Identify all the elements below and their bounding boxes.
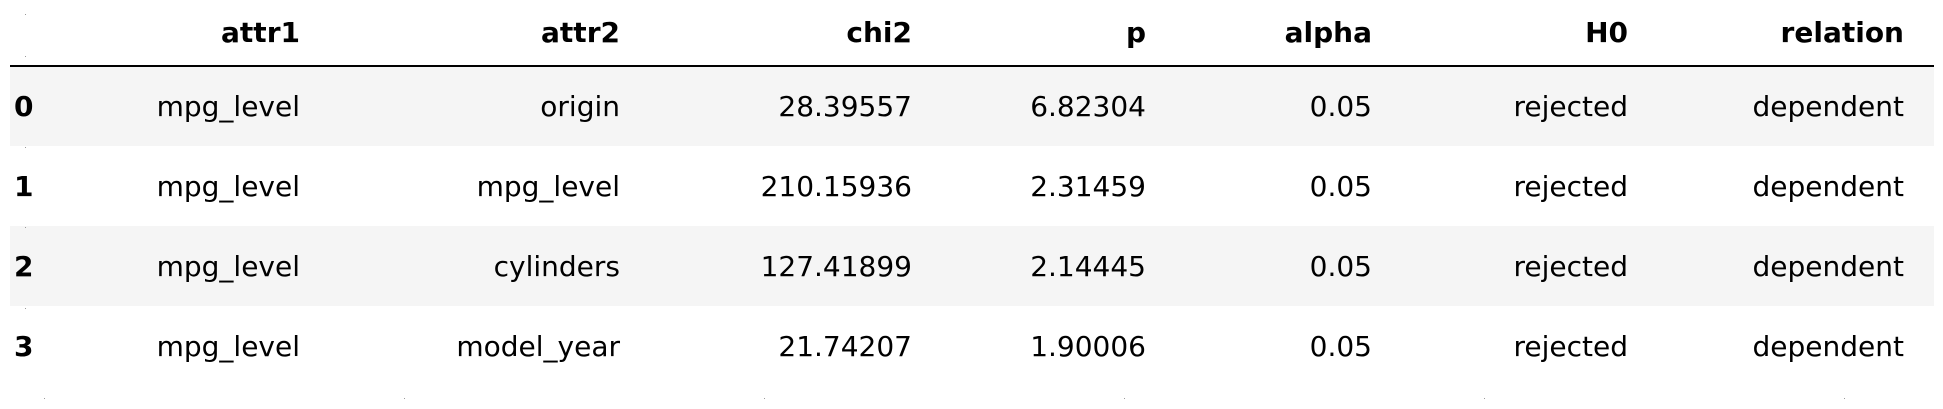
cell-p: 2.14445 (1030, 249, 1146, 283)
artifact-dot (25, 14, 26, 15)
column-header-attr1: attr1 (90, 0, 330, 67)
artifact-dot (1484, 398, 1485, 399)
table-body: 0 mpg_level origin 28.39557 6.82304 0.05… (10, 66, 1934, 386)
cell-alpha: 0.05 (1309, 249, 1372, 283)
table-row: 1 mpg_level mpg_level 210.15936 2.31459 … (10, 146, 1934, 226)
column-header-attr2: attr2 (330, 0, 650, 67)
cell-attr2: cylinders (493, 249, 620, 283)
artifact-dot (44, 398, 45, 399)
cell-h0: rejected (1513, 249, 1628, 283)
table-row: 2 mpg_level cylinders 127.41899 2.14445 … (10, 226, 1934, 306)
row-index: 2 (14, 249, 34, 283)
artifact-dot (1124, 398, 1125, 399)
cell-p: 1.90006 (1030, 329, 1146, 363)
cell-chi2: 127.41899 (760, 249, 912, 283)
cell-attr2: mpg_level (476, 169, 620, 203)
cell-attr2: model_year (456, 329, 620, 363)
index-header (10, 0, 90, 67)
column-header-relation: relation (1658, 0, 1934, 67)
table-row: 0 mpg_level origin 28.39557 6.82304 0.05… (10, 66, 1934, 146)
artifact-dot (764, 398, 765, 399)
column-header-p: p (942, 0, 1176, 67)
cell-p: 2.31459 (1030, 169, 1146, 203)
cell-chi2: 28.39557 (778, 90, 912, 123)
cell-chi2: 21.74207 (778, 329, 912, 363)
cell-p: 6.82304 (1030, 90, 1146, 123)
cell-attr2: origin (540, 90, 620, 123)
table-header: attr1 attr2 chi2 p alpha H0 relation (10, 0, 1934, 67)
column-header-chi2: chi2 (650, 0, 942, 67)
cell-relation: dependent (1752, 249, 1904, 283)
cell-attr1: mpg_level (156, 169, 300, 203)
cell-attr1: mpg_level (156, 329, 300, 363)
row-index: 3 (14, 329, 34, 363)
artifact-dot (25, 227, 26, 228)
dataframe-table: attr1 attr2 chi2 p alpha H0 relation 0 m… (10, 0, 1934, 386)
artifact-dot (25, 56, 26, 57)
cell-attr1: mpg_level (156, 249, 300, 283)
cell-relation: dependent (1752, 329, 1904, 363)
row-index: 1 (14, 169, 34, 203)
column-header-alpha: alpha (1176, 0, 1402, 67)
cell-h0: rejected (1513, 90, 1628, 123)
artifact-dot (25, 308, 26, 309)
row-index: 0 (14, 90, 34, 123)
header-row: attr1 attr2 chi2 p alpha H0 relation (10, 0, 1934, 67)
cell-relation: dependent (1752, 90, 1904, 123)
cell-alpha: 0.05 (1309, 329, 1372, 363)
cell-h0: rejected (1513, 169, 1628, 203)
cell-alpha: 0.05 (1309, 169, 1372, 203)
cell-attr1: mpg_level (156, 90, 300, 123)
cell-h0: rejected (1513, 329, 1628, 363)
cell-chi2: 210.15936 (760, 169, 912, 203)
artifact-dot (1844, 398, 1845, 399)
cell-relation: dependent (1752, 169, 1904, 203)
artifact-dot (25, 147, 26, 148)
column-header-h0: H0 (1402, 0, 1658, 67)
table-row: 3 mpg_level model_year 21.74207 1.90006 … (10, 306, 1934, 386)
cell-alpha: 0.05 (1309, 90, 1372, 123)
artifact-dot (404, 398, 405, 399)
